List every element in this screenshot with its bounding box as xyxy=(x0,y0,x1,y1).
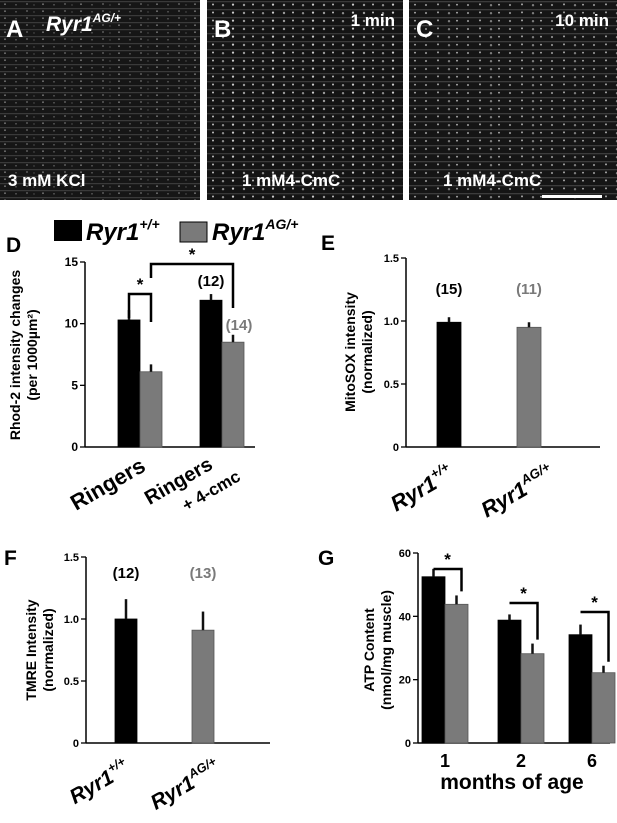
g-sig-1-star: * xyxy=(520,584,527,603)
micro-c-time: 10 min xyxy=(555,11,609,30)
e-ytick-label-2: 1.0 xyxy=(384,316,399,328)
chart-e: 0 0.5 1.0 1.5 MitoSOX intensity(normalized) (… xyxy=(342,253,600,522)
f-xlabel-0: Ryr1+/+ xyxy=(65,754,134,809)
g-bar-0-0 xyxy=(421,576,446,744)
legend-swatch-ag xyxy=(179,221,208,243)
f-ytick-label-2: 1.0 xyxy=(64,614,79,626)
d-sig-1-star: * xyxy=(189,245,196,264)
panel-letter-d: D xyxy=(6,234,21,257)
d-xlabel-1: Ringers+ 4-cmc xyxy=(141,444,244,529)
d-bar-0-1 xyxy=(139,371,163,448)
e-n-label-1: (11) xyxy=(516,281,542,298)
e-ytick-label-1: 0.5 xyxy=(384,379,399,391)
f-bar-1 xyxy=(191,629,215,744)
f-n-label-1: (13) xyxy=(190,565,217,582)
chart-g: 0 20 40 60 ATP Content(nmol/mg muscle) 1 2 6 * * *… xyxy=(361,548,616,794)
g-ytick-label-3: 60 xyxy=(399,548,411,560)
g-ytick-label-0: 0 xyxy=(405,738,411,750)
f-xlabel-1: Ryr1AG/+ xyxy=(146,754,225,815)
d-xlabel-0: Ringers xyxy=(66,453,149,516)
legend: Ryr1+/+ Ryr1AG/+ xyxy=(54,216,298,246)
g-xtick-label-0: 1 xyxy=(440,751,450,771)
e-ylabel: MitoSOX intensity(normalized) xyxy=(342,292,375,412)
d-bar-0-0 xyxy=(117,319,141,448)
d-ytick-label-0: 0 xyxy=(71,440,78,454)
d-n-label-ag: (14) xyxy=(226,317,253,334)
g-bar-1-0 xyxy=(497,619,522,744)
d-sig-1-bracket xyxy=(149,262,235,308)
g-ylabel: ATP Content(nmol/mg muscle) xyxy=(361,590,394,710)
g-xlabel: months of age xyxy=(440,771,584,794)
svg-text:Ryr1AG/+: Ryr1AG/+ xyxy=(212,216,298,246)
legend-swatch-wt xyxy=(54,220,82,241)
g-ytick-label-1: 20 xyxy=(399,675,411,687)
f-bar-0 xyxy=(114,618,138,744)
chart-f: 0 0.5 1.0 1.5 TMRE Intensity(normalized) (12)… xyxy=(23,552,270,815)
panel-letter-g: G xyxy=(318,547,334,570)
g-ytick-label-2: 40 xyxy=(399,611,411,623)
f-n-label-0: (12) xyxy=(113,565,140,582)
d-sig-0-star: * xyxy=(137,275,144,294)
chart-d: 0 5 10 15 Rhod-2 intensity changes(per 1000µ… xyxy=(7,245,255,529)
e-bar-0 xyxy=(436,321,462,448)
f-ytick-label-0: 0 xyxy=(73,738,79,750)
g-bar-2-1 xyxy=(591,672,616,744)
g-sig-1-bracket xyxy=(509,601,539,640)
micro-b-condition: 1 mM4-CmC xyxy=(242,171,340,190)
f-ytick-label-1: 0.5 xyxy=(64,676,79,688)
svg-text:Ryr1+/+: Ryr1+/+ xyxy=(86,216,160,246)
e-n-label-0: (15) xyxy=(436,281,463,298)
panel-letter-f: F xyxy=(4,547,17,570)
panel-letter-b: B xyxy=(214,16,231,43)
micro-a-genotype-sup: AG/+ xyxy=(92,11,121,25)
d-ylabel: Rhod-2 intensity changes(per 1000µm²) xyxy=(7,270,40,441)
d-ytick-label-1: 5 xyxy=(71,378,78,392)
d-ytick-label-3: 15 xyxy=(65,255,79,269)
panel-letter-a: A xyxy=(6,16,23,43)
g-xtick-label-1: 2 xyxy=(516,751,526,771)
legend-label-wt: Ryr1 xyxy=(86,219,139,246)
svg-text:Ryr1AG/+: Ryr1AG/+ xyxy=(46,11,121,36)
g-bar-2-0 xyxy=(568,634,593,744)
legend-label-wt-sup: +/+ xyxy=(139,216,159,232)
legend-label-ag: Ryr1 xyxy=(212,219,265,246)
e-xlabel-1: Ryr1AG/+ xyxy=(476,459,559,522)
d-sig-0-bracket xyxy=(127,292,153,322)
g-bar-0-1 xyxy=(444,603,469,744)
panel-letter-c: C xyxy=(416,16,433,43)
micro-b-time: 1 min xyxy=(351,11,395,30)
micro-a-genotype: Ryr1 xyxy=(46,13,93,36)
g-sig-0-star: * xyxy=(444,550,451,569)
micro-panel-a: A Ryr1AG/+ 3 mM KCl xyxy=(0,0,200,200)
micro-a-condition: 3 mM KCl xyxy=(8,171,85,190)
d-bar-1-0 xyxy=(199,299,223,448)
f-ylabel: TMRE Intensity(normalized) xyxy=(23,599,56,700)
g-sig-0-bracket xyxy=(433,567,463,592)
f-ytick-label-3: 1.5 xyxy=(64,552,79,564)
g-sig-2-bracket xyxy=(580,610,610,662)
micro-c-condition: 1 mM4-CmC xyxy=(443,171,541,190)
micro-panel-c: C 10 min 1 mM4-CmC xyxy=(409,0,617,200)
d-ytick-label-2: 10 xyxy=(65,317,79,331)
e-xlabel-0: Ryr1+/+ xyxy=(385,459,458,516)
scale-bar xyxy=(542,195,602,198)
e-ytick-label-0: 0 xyxy=(393,442,399,454)
g-sig-2-star: * xyxy=(591,593,598,612)
d-bar-1-1 xyxy=(221,341,245,448)
panel-letter-e: E xyxy=(321,232,335,255)
micro-panel-b: B 1 min 1 mM4-CmC xyxy=(207,0,403,200)
g-bar-1-1 xyxy=(520,653,545,744)
e-bar-1 xyxy=(516,326,542,448)
e-ytick-label-3: 1.5 xyxy=(384,253,399,265)
d-n-label-wt: (12) xyxy=(198,273,225,290)
legend-label-ag-sup: AG/+ xyxy=(264,216,298,232)
g-xtick-label-2: 6 xyxy=(587,751,597,771)
